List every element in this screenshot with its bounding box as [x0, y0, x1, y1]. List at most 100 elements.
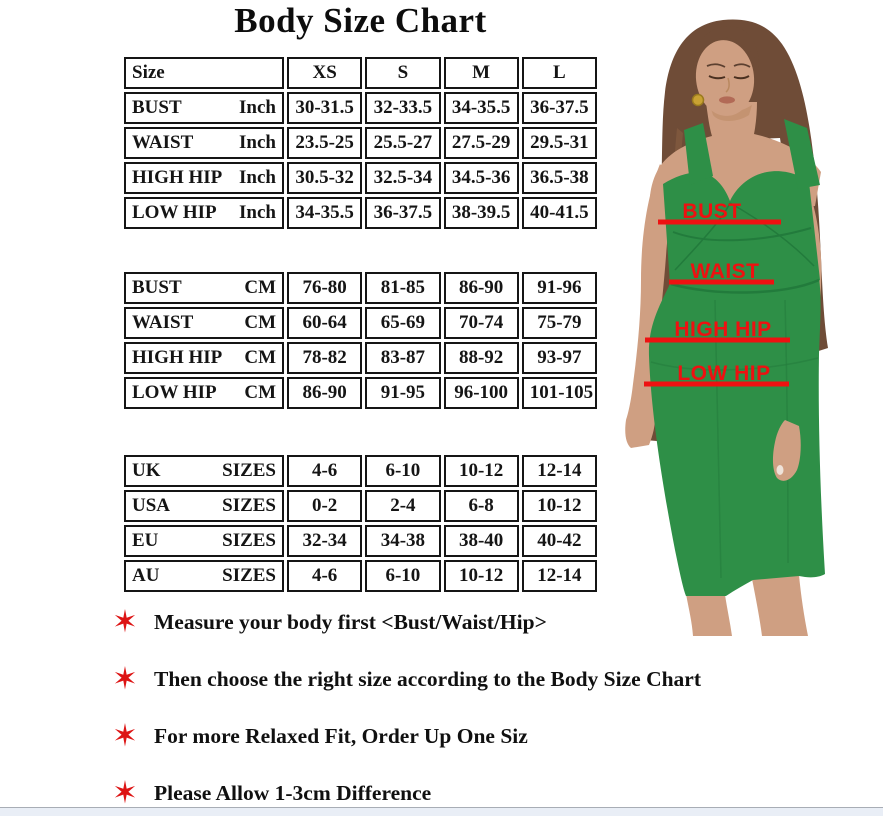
size-table-cm: BUST CM 76-80 81-85 86-90 91-96 WAIST CM 60-64 65…	[121, 269, 600, 412]
row-label-cell: LOW HIP Inch	[124, 197, 284, 229]
size-value-cell: 83-87	[365, 342, 441, 374]
row-label: UK	[132, 460, 161, 481]
size-value-cell: 78-82	[287, 342, 363, 374]
size-value-cell: 30-31.5	[287, 92, 363, 124]
row-label: BUST	[132, 97, 182, 118]
size-value-cell: 32-33.5	[365, 92, 441, 124]
row-unit: CM	[244, 347, 276, 368]
size-value-cell: 34.5-36	[443, 162, 519, 194]
left-leg	[686, 594, 732, 636]
nose	[725, 77, 730, 93]
size-value-cell: 76-80	[287, 272, 363, 304]
size-value-cell: 34-35.5	[287, 197, 363, 229]
size-value-cell: 60-64	[287, 307, 363, 339]
dress-strap-left	[684, 123, 713, 185]
low-hip-label: LOW HIP	[677, 362, 770, 385]
earring	[691, 93, 705, 107]
size-value-cell: 6-10	[365, 455, 441, 487]
hair-fringe	[693, 25, 760, 68]
note-item: ✶ Please Allow 1-3cm Difference	[112, 775, 842, 811]
size-value-cell: 36-37.5	[521, 92, 597, 124]
row-label: LOW HIP	[132, 202, 217, 223]
row-unit: SIZES	[222, 460, 276, 481]
row-label: HIGH HIP	[132, 347, 223, 368]
row-label-cell: AU SIZES	[124, 560, 284, 592]
size-value-cell: 86-90	[443, 272, 519, 304]
size-column-header: S	[365, 57, 441, 89]
star-bullet-icon: ✶	[112, 775, 138, 811]
row-label: HIGH HIP	[132, 167, 223, 188]
size-value-cell: 36-37.5	[365, 197, 441, 229]
high-hip-label: HIGH HIP	[674, 318, 771, 341]
bust-label: BUST	[682, 200, 741, 223]
measurement-row: LOW HIP Inch 34-35.5 36-37.5 38-39.5 40-41.5	[124, 197, 597, 229]
row-unit: Inch	[239, 97, 276, 118]
row-unit: Inch	[239, 202, 276, 223]
size-value-cell: 0-2	[287, 490, 363, 522]
size-header-cell: Size	[124, 57, 284, 89]
measurement-row: EU SIZES 32-34 34-38 38-40 40-42	[124, 525, 597, 557]
size-value-cell: 75-79	[521, 307, 597, 339]
size-column-header: M	[443, 57, 519, 89]
row-unit: SIZES	[222, 565, 276, 586]
measurement-overlay: BUST WAIST HIGH HIP LOW HIP	[644, 200, 790, 387]
size-value-cell: 38-39.5	[443, 197, 519, 229]
row-label-cell: WAIST Inch	[124, 127, 284, 159]
page-title: Body Size Chart	[234, 1, 487, 40]
size-value-cell: 23.5-25	[287, 127, 363, 159]
dress-strap-right	[784, 119, 820, 189]
size-value-cell: 12-14	[521, 455, 597, 487]
row-unit: Inch	[239, 132, 276, 153]
size-table-inches: Size XS S M L BUST Inch 30-31.5 32-33.5 34-35.5 36…	[121, 54, 600, 232]
row-label-cell: LOW HIP CM	[124, 377, 284, 409]
eyes	[708, 75, 750, 80]
note-item: ✶ Measure your body first <Bust/Waist/Hi…	[112, 604, 842, 640]
row-label-cell: UK SIZES	[124, 455, 284, 487]
size-value-cell: 2-4	[365, 490, 441, 522]
row-unit: CM	[244, 312, 276, 333]
row-unit: Inch	[239, 167, 276, 188]
size-value-cell: 70-74	[443, 307, 519, 339]
size-value-cell: 4-6	[287, 560, 363, 592]
size-value-cell: 86-90	[287, 377, 363, 409]
row-label-cell: WAIST CM	[124, 307, 284, 339]
measurement-row: WAIST Inch 23.5-25 25.5-27 27.5-29 29.5-31	[124, 127, 597, 159]
size-value-cell: 32-34	[287, 525, 363, 557]
size-value-cell: 38-40	[443, 525, 519, 557]
size-value-cell: 6-10	[365, 560, 441, 592]
note-text: Then choose the right size according to …	[154, 667, 702, 691]
measurement-row: WAIST CM 60-64 65-69 70-74 75-79	[124, 307, 597, 339]
size-table-international: UK SIZES 4-6 6-10 10-12 12-14 USA SIZES 0-2 2-4 6-…	[121, 452, 600, 595]
size-value-cell: 91-95	[365, 377, 441, 409]
dress-seams	[650, 202, 820, 579]
dress-skirt	[648, 278, 825, 596]
note-text: For more Relaxed Fit, Order Up One Siz	[154, 724, 528, 748]
star-bullet-icon: ✶	[112, 661, 138, 697]
notes-list: ✶ Measure your body first <Bust/Waist/Hi…	[112, 604, 842, 816]
size-value-cell: 29.5-31	[521, 127, 597, 159]
row-label-cell: EU SIZES	[124, 525, 284, 557]
measurement-row: BUST CM 76-80 81-85 86-90 91-96	[124, 272, 597, 304]
row-label-cell: BUST CM	[124, 272, 284, 304]
size-value-cell: 10-12	[521, 490, 597, 522]
right-leg	[752, 575, 808, 636]
table-header-row: Size XS S M L	[124, 57, 597, 89]
measurement-row: LOW HIP CM 86-90 91-95 96-100 101-105	[124, 377, 597, 409]
size-value-cell: 6-8	[443, 490, 519, 522]
measurement-row: HIGH HIP CM 78-82 83-87 88-92 93-97	[124, 342, 597, 374]
left-arm	[625, 164, 678, 448]
row-label: USA	[132, 495, 171, 516]
size-value-cell: 96-100	[443, 377, 519, 409]
size-value-cell: 36.5-38	[521, 162, 597, 194]
row-unit: CM	[244, 277, 276, 298]
star-bullet-icon: ✶	[112, 718, 138, 754]
size-value-cell: 40-41.5	[521, 197, 597, 229]
row-label: WAIST	[132, 312, 194, 333]
waist-label: WAIST	[691, 260, 760, 283]
dress-bodice	[663, 171, 820, 292]
size-value-cell: 32.5-34	[365, 162, 441, 194]
model-photo: BUST WAIST HIGH HIP LOW HIP	[613, 18, 883, 638]
row-label: EU	[132, 530, 159, 551]
size-value-cell: 12-14	[521, 560, 597, 592]
